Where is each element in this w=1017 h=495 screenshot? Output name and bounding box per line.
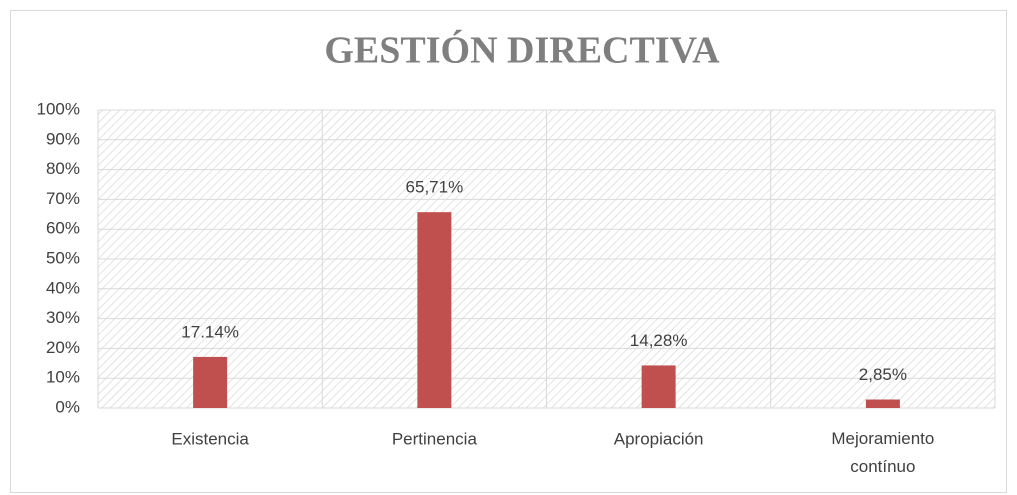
bar bbox=[641, 365, 676, 408]
y-tick-label: 50% bbox=[46, 248, 80, 267]
data-label: 14,28% bbox=[630, 331, 688, 350]
y-tick-label: 40% bbox=[46, 278, 80, 297]
bar bbox=[193, 356, 228, 408]
y-tick-label: 70% bbox=[46, 189, 80, 208]
y-tick-label: 0% bbox=[55, 397, 80, 416]
data-label: 65,71% bbox=[406, 178, 464, 197]
y-tick-label: 30% bbox=[46, 308, 80, 327]
bar bbox=[417, 212, 452, 408]
y-tick-label: 60% bbox=[46, 219, 80, 238]
y-tick-label: 20% bbox=[46, 338, 80, 357]
x-tick-label: Pertinencia bbox=[392, 429, 478, 448]
chart-title: GESTIÓN DIRECTIVA bbox=[324, 30, 720, 72]
data-label: 17.14% bbox=[181, 322, 239, 341]
y-tick-label: 80% bbox=[46, 159, 80, 178]
y-tick-label: 90% bbox=[46, 129, 80, 148]
bar bbox=[865, 399, 900, 408]
data-label: 2,85% bbox=[859, 365, 907, 384]
y-tick-label: 10% bbox=[46, 368, 80, 387]
x-tick-label: Existencia bbox=[171, 429, 249, 448]
x-tick-label: Mejoramiento contínuo bbox=[831, 429, 934, 476]
x-tick-label: Apropiación bbox=[614, 429, 704, 448]
y-tick-label: 100% bbox=[37, 99, 80, 118]
